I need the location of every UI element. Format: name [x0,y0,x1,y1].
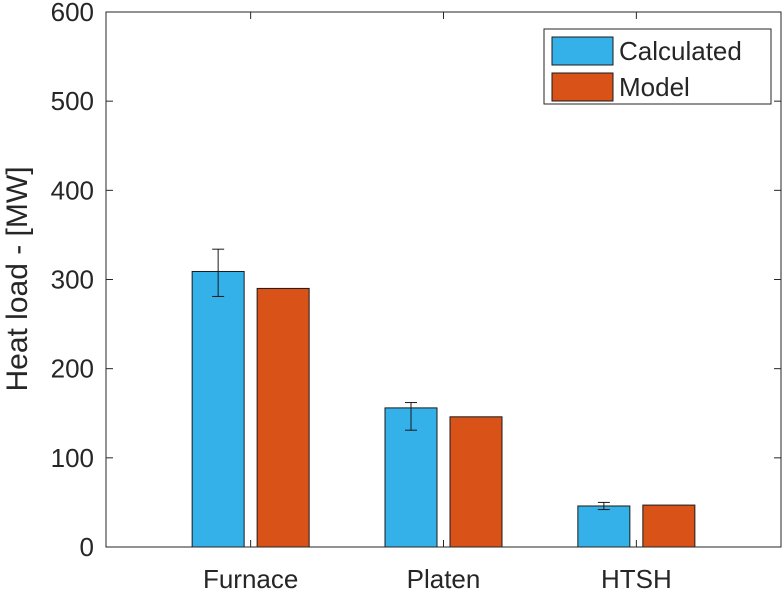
plot-frame [105,11,782,548]
x-tick-label: HTSH [601,564,672,592]
x-tick-label: Furnace [203,564,298,592]
y-tick-label: 300 [51,265,94,295]
y-tick-label: 400 [51,175,94,205]
y-tick-label: 0 [80,532,94,562]
bar-model [256,287,310,548]
legend: Calculated Model [543,28,772,105]
bar-model [642,504,696,548]
bars [191,270,696,548]
y-axis-ticks: 0 100 200 300 400 500 600 [51,0,781,562]
legend-label-model: Model [619,72,690,102]
y-tick-label: 100 [51,443,94,473]
error-bars [212,248,610,511]
x-tick-label: Platen [407,564,481,592]
y-tick-label: 200 [51,354,94,384]
bar-calculated [577,505,631,548]
legend-swatch-calculated [551,36,614,66]
legend-label-calculated: Calculated [619,36,742,66]
y-tick-label: 600 [51,0,94,27]
legend-swatch-model [551,72,614,102]
bar-model [449,416,503,548]
x-axis-ticks: Furnace Platen HTSH [203,12,672,592]
bar-calculated [384,407,438,548]
y-axis-label: Heat load - [MW] [1,166,34,391]
y-tick-label: 500 [51,86,94,116]
bar-calculated [191,270,245,548]
